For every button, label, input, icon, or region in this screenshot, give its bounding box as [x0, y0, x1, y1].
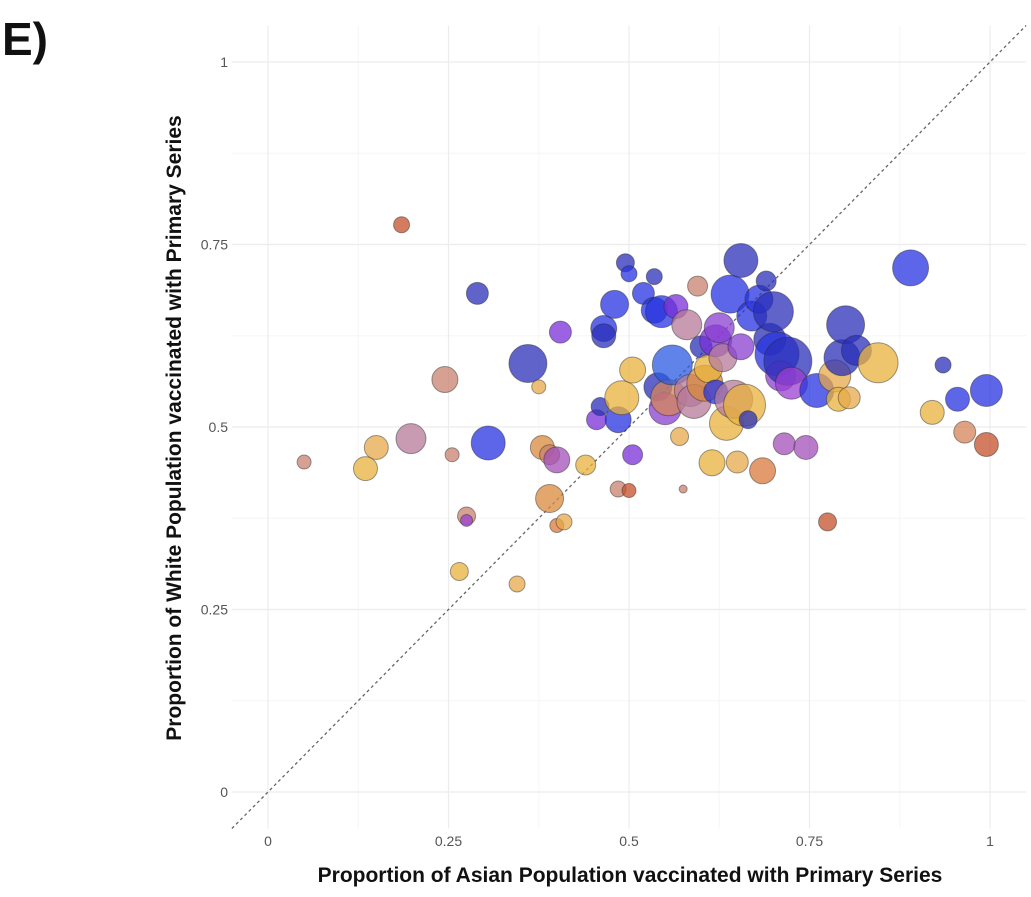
data-point: [857, 342, 899, 384]
data-point: [395, 423, 427, 455]
data-point: [470, 425, 506, 461]
data-point: [431, 366, 459, 394]
reference-diagonal-line: [231, 25, 1027, 829]
data-point: [352, 456, 378, 482]
panel-label: E): [2, 13, 48, 65]
data-points: [296, 216, 1003, 593]
data-point: [621, 483, 637, 499]
data-point: [698, 449, 726, 477]
data-point: [670, 426, 690, 446]
data-point: [703, 312, 735, 344]
x-axis-ticks: 0 0.25 0.5 0.75 1: [264, 833, 994, 849]
data-point: [945, 386, 971, 412]
data-point: [591, 323, 617, 349]
y-tick-label: 0: [220, 784, 228, 800]
data-point: [548, 320, 572, 344]
data-point: [645, 268, 663, 286]
data-point: [651, 344, 693, 386]
data-point: [671, 309, 703, 341]
data-point: [723, 243, 759, 279]
data-point: [296, 454, 312, 470]
data-point: [531, 379, 547, 395]
x-tick-label: 0.5: [619, 833, 639, 849]
x-tick-label: 0.25: [435, 833, 462, 849]
data-point: [575, 454, 597, 476]
data-point: [449, 562, 469, 582]
x-axis-title: Proportion of Asian Population vaccinate…: [318, 864, 943, 887]
data-point: [953, 420, 977, 444]
data-point: [755, 270, 777, 292]
data-point: [619, 356, 647, 384]
data-point: [460, 513, 474, 527]
y-tick-label: 0.75: [201, 237, 228, 253]
data-point: [543, 446, 571, 474]
data-point: [600, 289, 630, 319]
data-point: [818, 512, 838, 532]
data-point: [738, 410, 758, 430]
y-axis-ticks: 0 0.25 0.5 0.75 1: [201, 54, 228, 800]
data-point: [969, 374, 1003, 407]
data-point: [678, 484, 688, 494]
data-point: [727, 333, 755, 361]
data-point: [892, 249, 930, 287]
x-tick-label: 0: [264, 833, 272, 849]
data-point: [934, 356, 952, 374]
x-tick-label: 1: [986, 833, 994, 849]
data-point: [465, 281, 489, 305]
data-point: [508, 575, 526, 593]
data-point: [620, 265, 638, 283]
data-point: [555, 513, 573, 531]
data-point: [752, 291, 794, 333]
data-point: [508, 343, 548, 383]
data-point: [793, 434, 819, 460]
data-point: [749, 457, 777, 485]
y-tick-label: 1: [220, 54, 228, 70]
data-point: [535, 484, 565, 514]
data-point: [687, 275, 709, 297]
data-point: [919, 399, 945, 425]
y-axis-title: Proportion of White Population vaccinate…: [163, 115, 186, 740]
data-point: [363, 434, 389, 460]
data-point: [772, 432, 796, 456]
y-tick-label: 0.25: [201, 602, 228, 618]
data-point: [604, 380, 640, 416]
data-point: [725, 450, 749, 474]
data-point: [444, 447, 460, 463]
data-point: [393, 216, 411, 234]
data-point: [973, 432, 999, 458]
data-point: [622, 444, 644, 466]
data-point: [837, 386, 861, 410]
y-tick-label: 0.5: [209, 419, 229, 435]
x-tick-label: 0.75: [796, 833, 823, 849]
